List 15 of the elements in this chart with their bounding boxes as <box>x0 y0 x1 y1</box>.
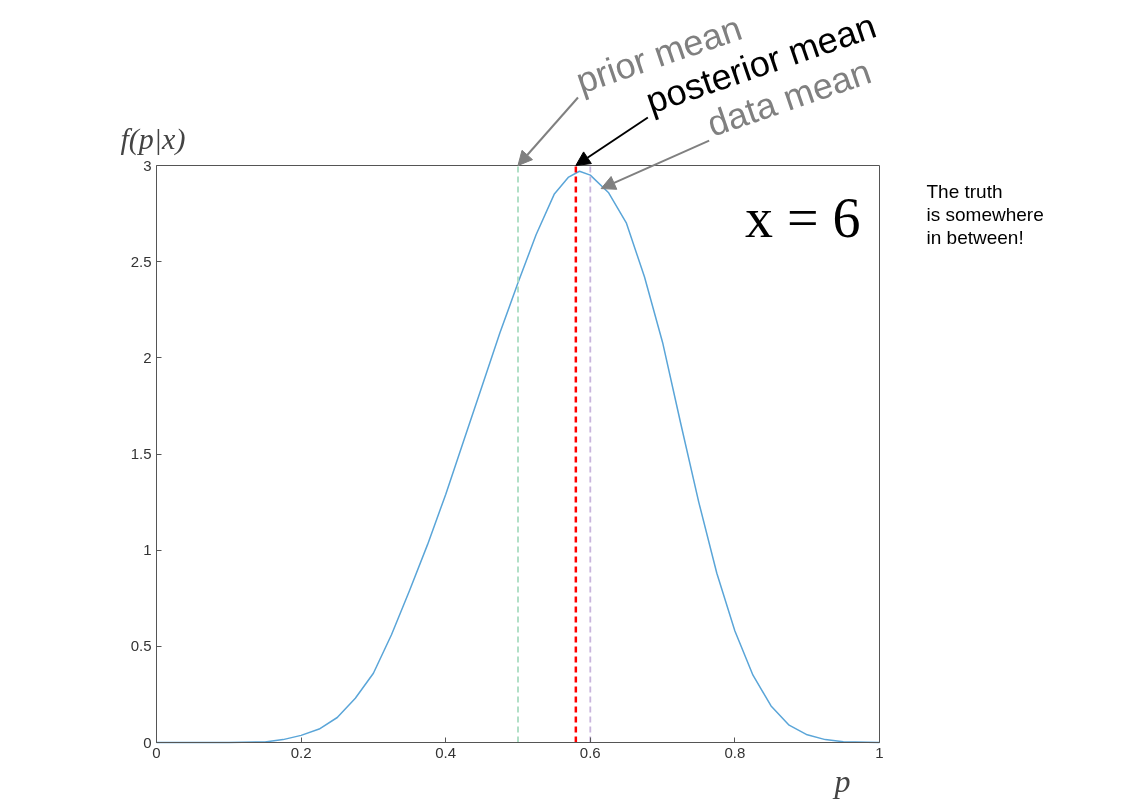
y-tick-label: 2.5 <box>130 252 152 270</box>
x-axis-title: p <box>832 762 851 799</box>
x-tick-label: 0.6 <box>579 743 601 761</box>
x-tick-label: 0.4 <box>435 743 457 761</box>
y-tick-label: 1.5 <box>130 445 152 462</box>
x-tick-label: 0.8 <box>724 743 746 761</box>
y-tick-label: 0.5 <box>130 637 152 655</box>
y-tick-label: 2 <box>143 348 152 366</box>
x-tick-label: 1 <box>875 743 884 761</box>
y-tick-label: 1 <box>143 541 152 559</box>
y-tick-label: 3 <box>143 156 152 174</box>
annotation: x = 6 <box>744 186 861 249</box>
text: The truth is somewhere in between! <box>926 180 1044 248</box>
y-axis-title: f(p|x) <box>120 121 186 156</box>
x-tick-label: 0.2 <box>290 743 312 761</box>
